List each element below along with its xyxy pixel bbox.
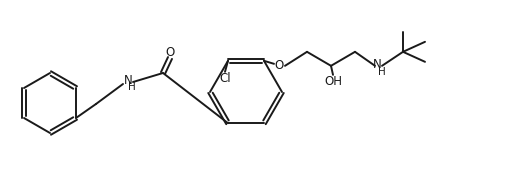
Text: H: H bbox=[128, 82, 136, 92]
Text: OH: OH bbox=[324, 75, 342, 88]
Text: N: N bbox=[124, 74, 133, 86]
Text: N: N bbox=[372, 58, 381, 71]
Text: Cl: Cl bbox=[219, 72, 231, 85]
Text: H: H bbox=[378, 67, 386, 77]
Text: O: O bbox=[165, 46, 175, 58]
Text: O: O bbox=[275, 59, 284, 72]
